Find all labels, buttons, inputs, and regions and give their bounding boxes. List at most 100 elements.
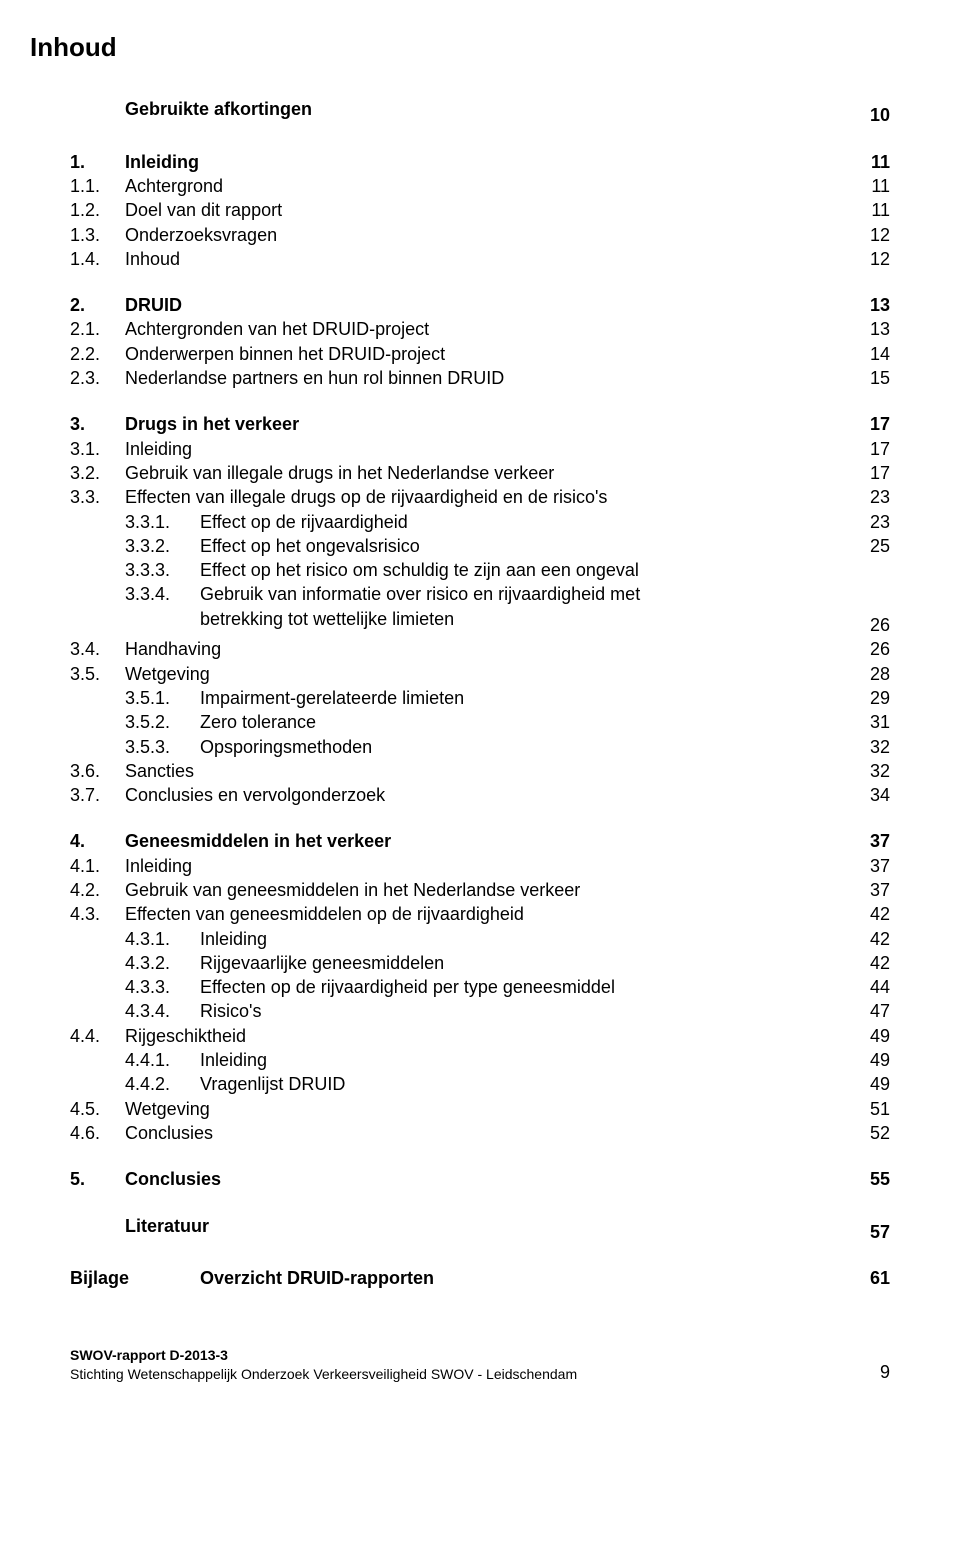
toc-num: 3.3. (70, 485, 125, 509)
toc-text: Inhoud (125, 247, 850, 271)
toc-text: DRUID (125, 293, 850, 317)
toc-num: 1.3. (70, 223, 125, 247)
toc-num: 4.3.3. (125, 975, 200, 999)
toc-page: 17 (850, 412, 890, 436)
toc-num: 4.4. (70, 1024, 125, 1048)
toc-page: 12 (850, 247, 890, 271)
toc-page: 49 (850, 1072, 890, 1096)
toc-page: 28 (850, 662, 890, 686)
toc-text: Opsporingsmethoden (200, 735, 850, 759)
toc-entry: 4.3.Effecten van geneesmiddelen op de ri… (70, 902, 890, 926)
toc-entry: 3.5.Wetgeving28 (70, 662, 890, 686)
toc-num: 4.3.4. (125, 999, 200, 1023)
toc-page: 13 (850, 293, 890, 317)
toc-text: Onderzoeksvragen (125, 223, 850, 247)
toc-page: 42 (850, 951, 890, 975)
toc-entry: 4.4.2.Vragenlijst DRUID49 (70, 1072, 890, 1096)
toc-entry-appendix: Bijlage Overzicht DRUID-rapporten 61 (70, 1266, 890, 1290)
toc-page: 44 (850, 975, 890, 999)
toc-page: 42 (850, 902, 890, 926)
toc-entry: 3.7.Conclusies en vervolgonderzoek34 (70, 783, 890, 807)
toc-page: 23 (850, 485, 890, 509)
toc-entry: 4.3.1.Inleiding42 (70, 927, 890, 951)
toc-entry: 1.3.Onderzoeksvragen12 (70, 223, 890, 247)
toc-entry: 3.5.2.Zero tolerance31 (70, 710, 890, 734)
toc-num: 1.4. (70, 247, 125, 271)
toc-page: 61 (850, 1266, 890, 1290)
toc-appendix-label: Bijlage (70, 1266, 200, 1290)
toc-num: 3.3.3. (125, 558, 200, 582)
toc-text: Inleiding (200, 1048, 850, 1072)
toc-num: 3.5.3. (125, 735, 200, 759)
toc-num: 4.3.1. (125, 927, 200, 951)
toc-text: Gebruik van illegale drugs in het Nederl… (125, 461, 850, 485)
toc-text: Effecten van geneesmiddelen op de rijvaa… (125, 902, 850, 926)
page-number: 9 (880, 1360, 890, 1384)
toc-entry: 1.4.Inhoud12 (70, 247, 890, 271)
toc-text: Doel van dit rapport (125, 198, 850, 222)
toc-text: Effecten op de rijvaardigheid per type g… (200, 975, 850, 999)
toc-num: 4.4.1. (125, 1048, 200, 1072)
toc-entry: 3.5.3.Opsporingsmethoden32 (70, 735, 890, 759)
toc-entry: 4.2.Gebruik van geneesmiddelen in het Ne… (70, 878, 890, 902)
toc-entry: 1.2.Doel van dit rapport11 (70, 198, 890, 222)
toc-page: 13 (850, 317, 890, 341)
toc-text: Zero tolerance (200, 710, 850, 734)
toc-page: 49 (850, 1048, 890, 1072)
toc-num: 3.3.2. (125, 534, 200, 558)
toc-entry: 3.Drugs in het verkeer 17 (70, 412, 890, 436)
toc-text: Wetgeving (125, 1097, 850, 1121)
toc-num: 1.2. (70, 198, 125, 222)
toc-text: Conclusies en vervolgonderzoek (125, 783, 850, 807)
toc-page: 11 (850, 198, 890, 222)
toc-page: 42 (850, 927, 890, 951)
toc-text: Effect op de rijvaardigheid (200, 510, 850, 534)
toc-text: Impairment-gerelateerde limieten (200, 686, 850, 710)
toc-page: 37 (850, 878, 890, 902)
toc-text: Rijgeschiktheid (125, 1024, 850, 1048)
toc-num: 4.2. (70, 878, 125, 902)
toc-num: 3.5.1. (125, 686, 200, 710)
toc-num: 3.6. (70, 759, 125, 783)
toc-text: Inleiding (125, 150, 850, 174)
toc-num: 2. (70, 293, 125, 317)
toc-page: 15 (850, 366, 890, 390)
toc-num: 3.7. (70, 783, 125, 807)
toc-page: 29 (850, 686, 890, 710)
toc-text: Handhaving (125, 637, 850, 661)
toc-text: Geneesmiddelen in het verkeer (125, 829, 850, 853)
toc-entry: Gebruikte afkortingen 10 (70, 97, 890, 128)
toc-entry: 3.5.1.Impairment-gerelateerde limieten29 (70, 686, 890, 710)
page-footer: SWOV-rapport D-2013-3 Stichting Wetensch… (70, 1346, 890, 1384)
toc-entry: 4.4.Rijgeschiktheid49 (70, 1024, 890, 1048)
toc-page: 17 (850, 437, 890, 461)
toc-num: 3.1. (70, 437, 125, 461)
toc-entry: 2.DRUID 13 (70, 293, 890, 317)
toc-text: Sancties (125, 759, 850, 783)
toc-text: Gebruikte afkortingen (125, 97, 850, 121)
toc-page: 37 (850, 829, 890, 853)
toc-num: 3.3.1. (125, 510, 200, 534)
toc-num: 4.3. (70, 902, 125, 926)
toc-num: 2.2. (70, 342, 125, 366)
toc-page: 32 (850, 759, 890, 783)
toc-num: 3.2. (70, 461, 125, 485)
toc-entry: 3.3.3.Effect op het risico om schuldig t… (70, 558, 890, 582)
toc-page: 51 (850, 1097, 890, 1121)
toc-entry: 1.Inleiding 11 (70, 150, 890, 174)
toc-entry: 3.3.4.Gebruik van informatie over risico… (70, 582, 890, 606)
toc-entry: 3.4.Handhaving26 (70, 637, 890, 661)
toc-page: 11 (850, 150, 890, 174)
toc-entry: 4.5.Wetgeving51 (70, 1097, 890, 1121)
footer-report-id: SWOV-rapport D-2013-3 (70, 1346, 577, 1365)
toc-entry: 1.1.Achtergrond11 (70, 174, 890, 198)
toc-page: 34 (850, 783, 890, 807)
toc-text: Gebruik van informatie over risico en ri… (200, 582, 850, 606)
toc-text: Inleiding (200, 927, 850, 951)
toc-text: Wetgeving (125, 662, 850, 686)
toc-text: Conclusies (125, 1121, 850, 1145)
toc-num: 4.3.2. (125, 951, 200, 975)
toc-entry: 4.3.4.Risico's47 (70, 999, 890, 1023)
toc-page: 49 (850, 1024, 890, 1048)
toc-entry: 2.1.Achtergronden van het DRUID-project1… (70, 317, 890, 341)
